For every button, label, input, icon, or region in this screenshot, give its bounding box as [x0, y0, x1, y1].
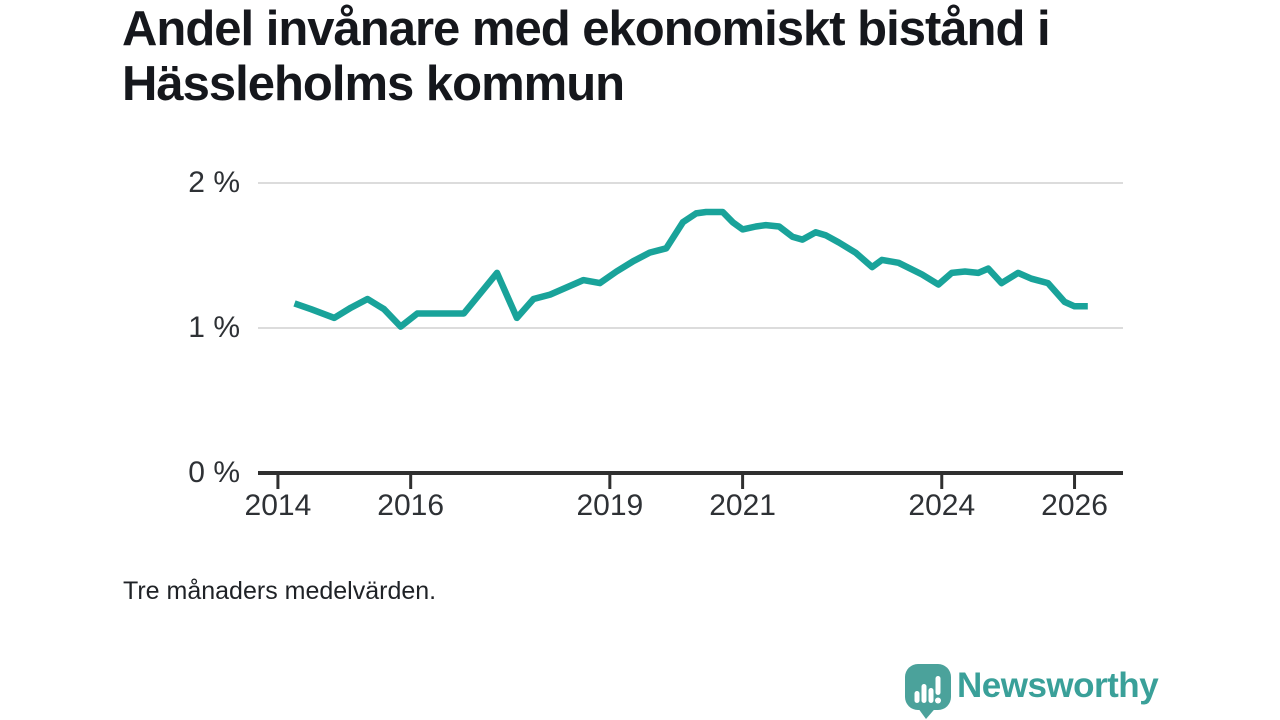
data-line — [293, 208, 1088, 330]
gridlines — [258, 182, 1123, 329]
x-axis-label: 2021 — [709, 489, 776, 522]
x-axis-label: 2019 — [576, 489, 644, 522]
chart-footnote: Tre månaders medelvärden. — [123, 577, 437, 605]
x-axis-label: 2014 — [244, 489, 312, 522]
x-axis-label: 2026 — [1041, 489, 1108, 522]
y-axis-label: 0 % — [188, 456, 240, 489]
brand-name: Newsworthy — [957, 666, 1159, 705]
x-axis-label: 2016 — [377, 489, 445, 522]
x-axis-label: 2024 — [908, 489, 976, 522]
brand-logo: Newsworthy — [898, 660, 1159, 720]
y-axis-label: 2 % — [188, 166, 240, 199]
x-axis-ticks — [276, 475, 1077, 489]
chart-title: Andel invånare med ekonomiskt bistånd i … — [122, 2, 1051, 111]
newsworthy-speech-bubble-chart-icon — [905, 664, 951, 719]
y-axis-label: 1 % — [188, 311, 240, 344]
